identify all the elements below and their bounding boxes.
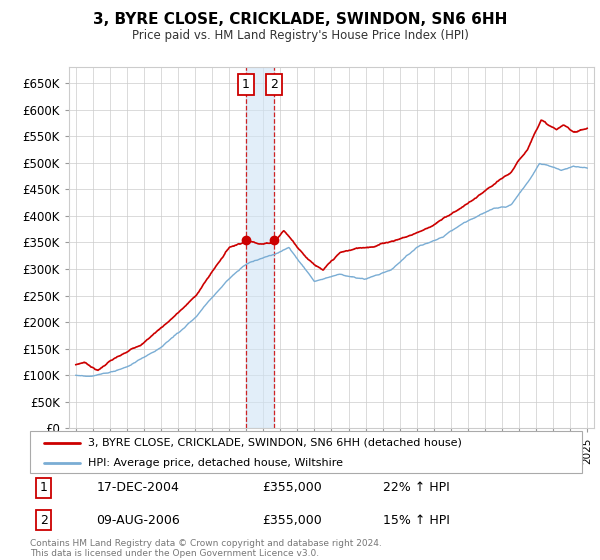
Text: 3, BYRE CLOSE, CRICKLADE, SWINDON, SN6 6HH: 3, BYRE CLOSE, CRICKLADE, SWINDON, SN6 6…: [93, 12, 507, 27]
Text: 3, BYRE CLOSE, CRICKLADE, SWINDON, SN6 6HH (detached house): 3, BYRE CLOSE, CRICKLADE, SWINDON, SN6 6…: [88, 437, 462, 447]
Text: 1: 1: [242, 78, 250, 91]
Text: 17-DEC-2004: 17-DEC-2004: [96, 481, 179, 494]
Text: 15% ↑ HPI: 15% ↑ HPI: [383, 514, 450, 526]
Text: 09-AUG-2006: 09-AUG-2006: [96, 514, 180, 526]
Text: 2: 2: [270, 78, 278, 91]
Bar: [246, 67, 274, 428]
Text: HPI: Average price, detached house, Wiltshire: HPI: Average price, detached house, Wilt…: [88, 458, 343, 468]
Text: 22% ↑ HPI: 22% ↑ HPI: [383, 481, 450, 494]
Text: Contains HM Land Registry data © Crown copyright and database right 2024.
This d: Contains HM Land Registry data © Crown c…: [30, 539, 382, 558]
Text: £355,000: £355,000: [262, 514, 322, 526]
Text: Price paid vs. HM Land Registry's House Price Index (HPI): Price paid vs. HM Land Registry's House …: [131, 29, 469, 42]
FancyBboxPatch shape: [30, 431, 582, 473]
Text: £355,000: £355,000: [262, 481, 322, 494]
Text: 1: 1: [40, 481, 48, 494]
Text: 2: 2: [40, 514, 48, 526]
